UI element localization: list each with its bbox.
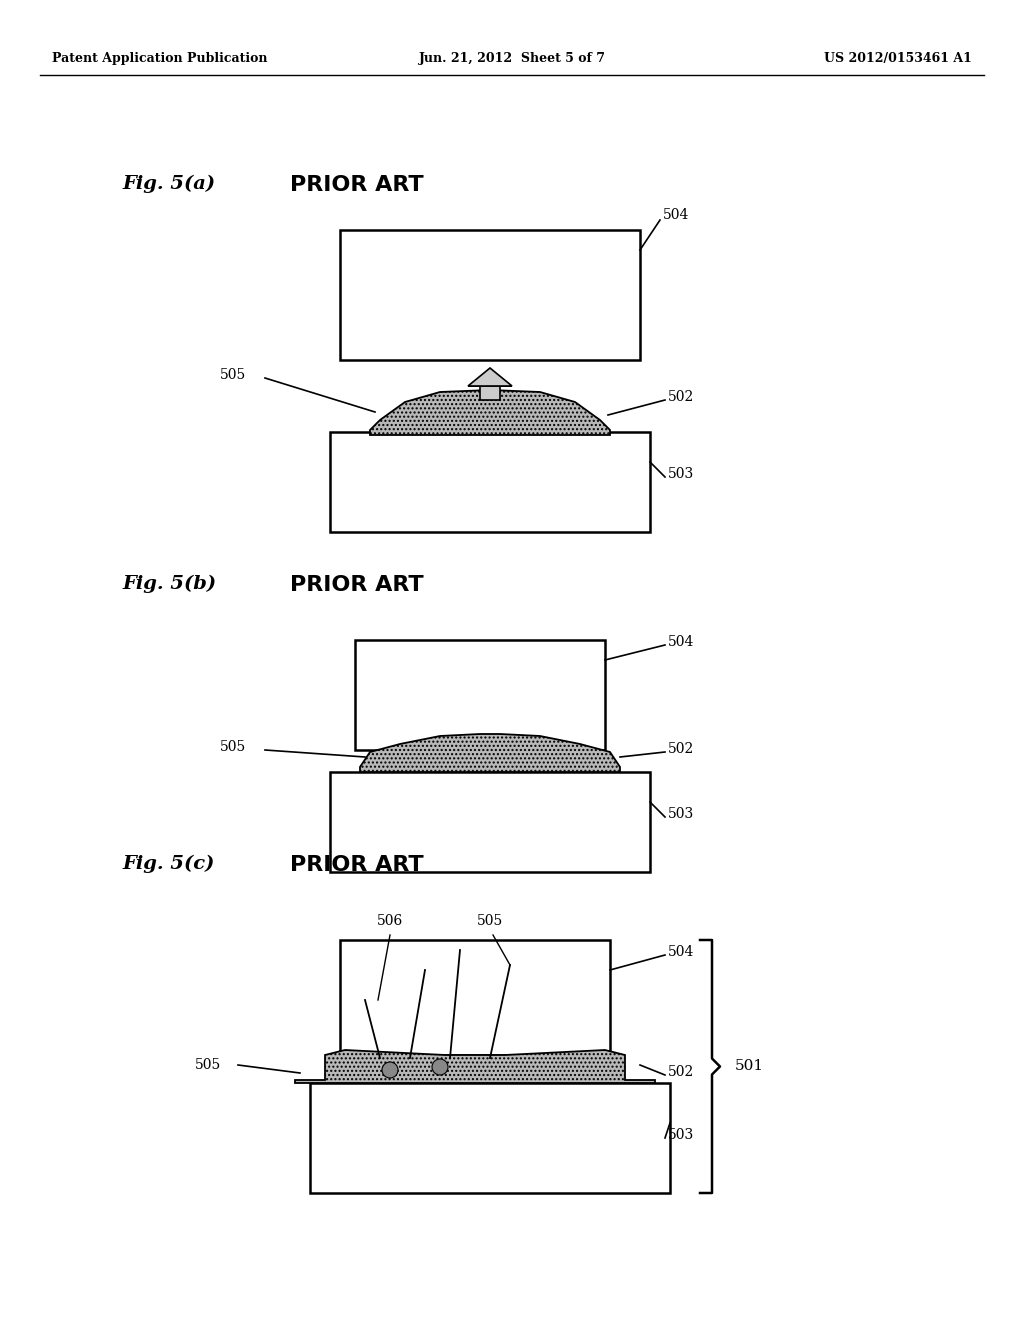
Text: 503: 503 bbox=[668, 1129, 694, 1142]
Text: 504: 504 bbox=[668, 945, 694, 960]
Text: 503: 503 bbox=[668, 807, 694, 821]
Text: 505: 505 bbox=[220, 368, 246, 381]
Text: 502: 502 bbox=[668, 1065, 694, 1078]
Text: Fig. 5(b): Fig. 5(b) bbox=[122, 576, 216, 593]
Text: Fig. 5(a): Fig. 5(a) bbox=[122, 176, 215, 193]
Text: Jun. 21, 2012  Sheet 5 of 7: Jun. 21, 2012 Sheet 5 of 7 bbox=[419, 51, 605, 65]
Bar bbox=[310, 1082, 670, 1193]
Text: 505: 505 bbox=[220, 741, 246, 754]
Bar bbox=[330, 772, 650, 873]
Bar bbox=[330, 432, 650, 532]
Text: 502: 502 bbox=[668, 742, 694, 756]
Circle shape bbox=[382, 1063, 398, 1078]
Text: PRIOR ART: PRIOR ART bbox=[290, 576, 424, 595]
Text: PRIOR ART: PRIOR ART bbox=[290, 176, 424, 195]
Polygon shape bbox=[295, 1049, 655, 1082]
Circle shape bbox=[432, 1059, 449, 1074]
Text: 503: 503 bbox=[668, 467, 694, 480]
Polygon shape bbox=[468, 368, 512, 385]
Text: 506: 506 bbox=[377, 913, 403, 928]
Text: 505: 505 bbox=[195, 1059, 221, 1072]
Text: US 2012/0153461 A1: US 2012/0153461 A1 bbox=[824, 51, 972, 65]
Text: 505: 505 bbox=[477, 913, 503, 928]
Text: PRIOR ART: PRIOR ART bbox=[290, 855, 424, 875]
Text: 504: 504 bbox=[663, 209, 689, 222]
Text: 502: 502 bbox=[668, 389, 694, 404]
Text: Patent Application Publication: Patent Application Publication bbox=[52, 51, 267, 65]
Text: 501: 501 bbox=[735, 1060, 764, 1073]
Text: Fig. 5(c): Fig. 5(c) bbox=[122, 855, 214, 874]
Polygon shape bbox=[360, 734, 620, 772]
Polygon shape bbox=[370, 389, 610, 436]
Bar bbox=[355, 640, 605, 750]
Bar bbox=[340, 230, 640, 360]
Text: 504: 504 bbox=[668, 635, 694, 649]
Polygon shape bbox=[468, 385, 512, 400]
Bar bbox=[340, 940, 610, 1055]
